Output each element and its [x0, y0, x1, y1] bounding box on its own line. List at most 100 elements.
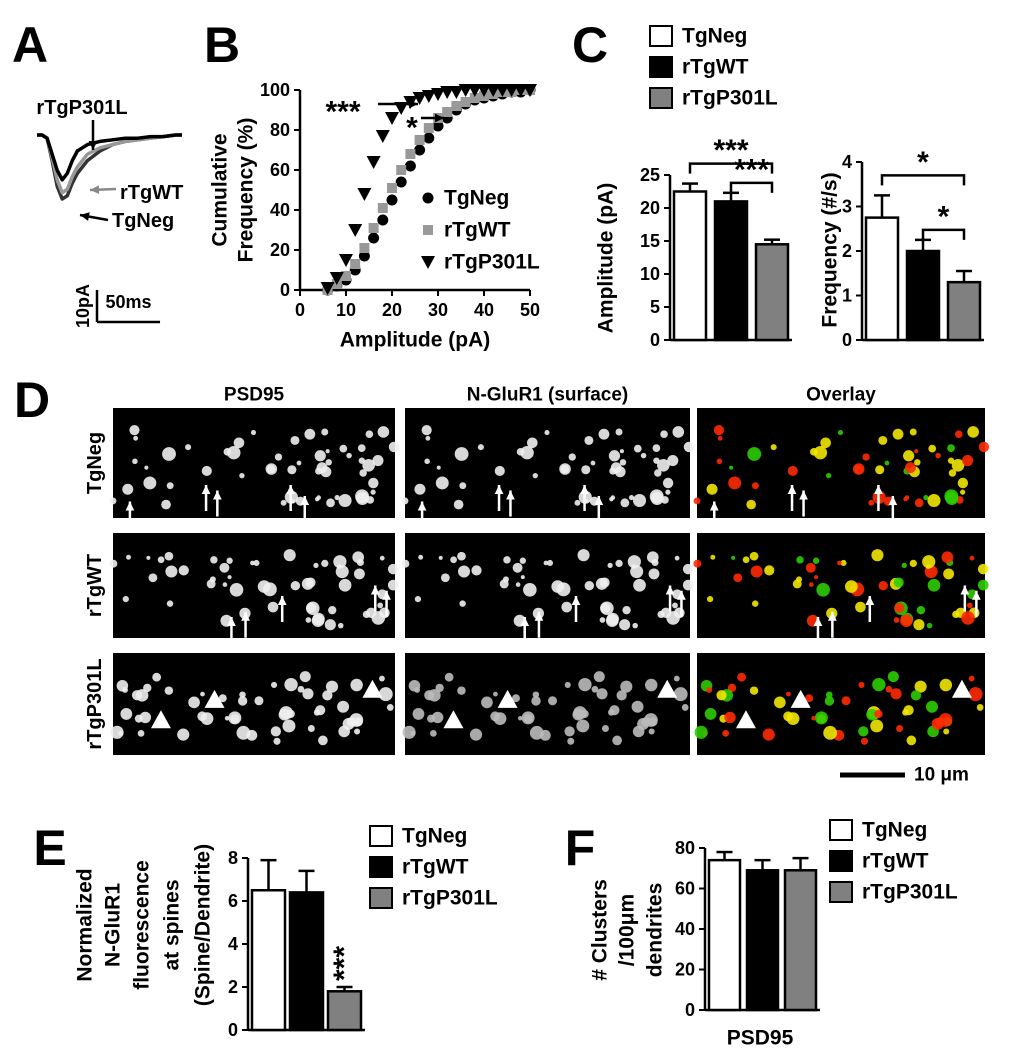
puncta — [316, 462, 328, 474]
puncta — [681, 704, 689, 711]
puncta — [673, 687, 688, 702]
puncta — [122, 686, 128, 693]
puncta — [146, 555, 151, 560]
y-axis-label: # Clusters — [589, 879, 612, 981]
point — [467, 84, 482, 97]
arrow-head — [80, 212, 90, 221]
puncta — [250, 560, 255, 566]
puncta — [909, 559, 917, 568]
arrow-head — [125, 501, 135, 511]
point — [350, 259, 361, 269]
y-tick-label: 25 — [640, 165, 660, 185]
puncta — [654, 469, 662, 477]
puncta — [188, 696, 200, 709]
puncta — [941, 551, 954, 564]
puncta — [598, 428, 610, 440]
puncta — [749, 551, 759, 561]
puncta — [906, 735, 917, 746]
point — [387, 183, 397, 193]
micrograph — [405, 408, 690, 518]
puncta — [837, 560, 842, 566]
puncta — [157, 556, 165, 564]
puncta — [952, 610, 960, 619]
puncta — [954, 430, 963, 439]
panel-label: D — [14, 372, 50, 428]
puncta — [362, 610, 371, 619]
y-axis-label: (Spine/Dendrite) — [192, 844, 215, 1006]
point — [366, 156, 381, 169]
puncta — [871, 549, 884, 562]
puncta — [165, 565, 178, 578]
y-tick-label: 10 — [640, 264, 660, 284]
puncta — [627, 555, 641, 569]
y-axis-label: Amplitude (pA) — [595, 183, 618, 333]
legend-swatch — [369, 856, 393, 878]
puncta — [282, 719, 296, 733]
puncta — [132, 458, 138, 465]
puncta — [162, 447, 176, 461]
legend-swatch — [829, 881, 853, 903]
puncta — [350, 678, 363, 692]
puncta — [458, 565, 471, 578]
y-axis-label: Cumulative — [209, 133, 232, 246]
puncta — [237, 696, 248, 706]
puncta — [299, 671, 311, 683]
puncta — [905, 462, 916, 474]
bar — [754, 243, 790, 342]
puncta — [914, 498, 924, 508]
puncta — [286, 709, 295, 719]
puncta — [325, 459, 332, 466]
puncta — [870, 719, 884, 733]
puncta — [620, 498, 630, 508]
scale-bar-label: 10 μm — [914, 765, 969, 786]
point — [442, 107, 453, 117]
puncta — [209, 576, 216, 583]
puncta — [605, 614, 619, 628]
puncta — [414, 686, 421, 693]
puncta — [239, 691, 246, 699]
puncta — [328, 605, 337, 615]
puncta — [200, 691, 205, 697]
puncta — [228, 711, 242, 725]
x-axis-label: PSD95 — [727, 1027, 794, 1050]
arrow-head — [709, 501, 719, 511]
point — [440, 86, 455, 99]
puncta — [567, 737, 575, 745]
puncta — [887, 671, 899, 683]
puncta — [966, 602, 973, 609]
x-axis-label: Amplitude (pA) — [340, 329, 490, 352]
puncta — [590, 460, 596, 466]
arrow-head — [227, 617, 236, 627]
arrow-head — [972, 590, 981, 600]
significance-label: *** — [734, 153, 769, 186]
puncta — [357, 444, 366, 452]
legend-marker — [421, 256, 435, 269]
row-label: TgNeg — [84, 432, 106, 494]
puncta — [161, 499, 171, 510]
arrow-head — [571, 596, 581, 606]
x-tick-label: 50 — [520, 300, 540, 320]
puncta — [858, 681, 865, 688]
puncta — [333, 555, 347, 569]
puncta — [362, 458, 375, 472]
bar — [288, 891, 325, 1032]
puncta — [631, 564, 637, 569]
puncta — [581, 465, 591, 475]
y-tick-label: 40 — [675, 919, 695, 939]
y-axis-label: at spines — [161, 879, 184, 970]
y-axis-label: dendrites — [644, 883, 667, 978]
puncta — [435, 476, 449, 490]
puncta — [271, 681, 278, 688]
y-tick-label: 0 — [842, 330, 852, 350]
triangle-marker — [951, 679, 972, 698]
puncta — [824, 696, 835, 706]
puncta — [200, 712, 214, 726]
puncta — [477, 444, 484, 451]
puncta — [526, 437, 538, 449]
arrow-head — [241, 611, 250, 621]
arrow-head — [417, 501, 427, 511]
y-tick-label: 40 — [270, 200, 290, 220]
x-tick-label: 30 — [428, 300, 448, 320]
y-tick-label: 60 — [270, 160, 290, 180]
